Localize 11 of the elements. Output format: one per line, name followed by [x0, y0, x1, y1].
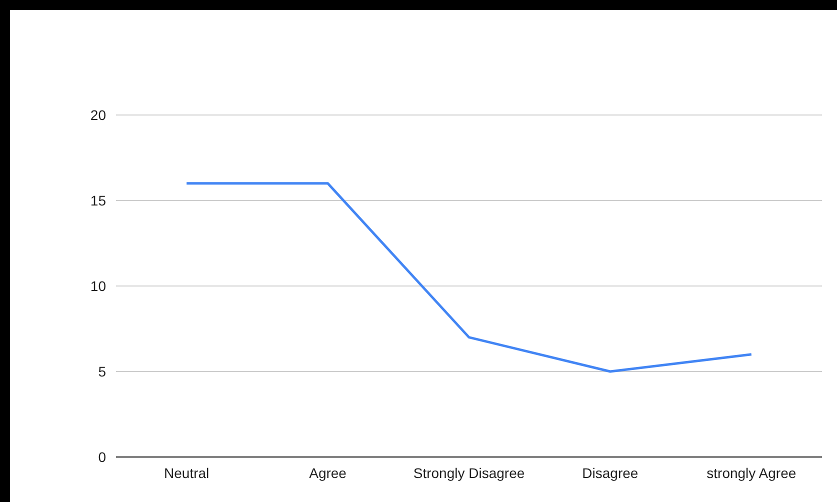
x-tick-label: Neutral	[164, 465, 210, 481]
y-tick-label: 10	[90, 278, 106, 294]
y-tick-label: 0	[98, 448, 106, 465]
line-series	[185, 182, 753, 373]
x-tick-label: Disagree	[582, 465, 638, 481]
x-tick-label: Agree	[309, 465, 347, 481]
y-tick-label: 20	[90, 106, 106, 123]
x-tick-label: strongly Agree	[706, 465, 796, 481]
y-tick-label: 5	[98, 363, 106, 380]
y-tick-label: 15	[90, 192, 106, 208]
x-tick-label: Strongly Disagree	[413, 465, 525, 481]
